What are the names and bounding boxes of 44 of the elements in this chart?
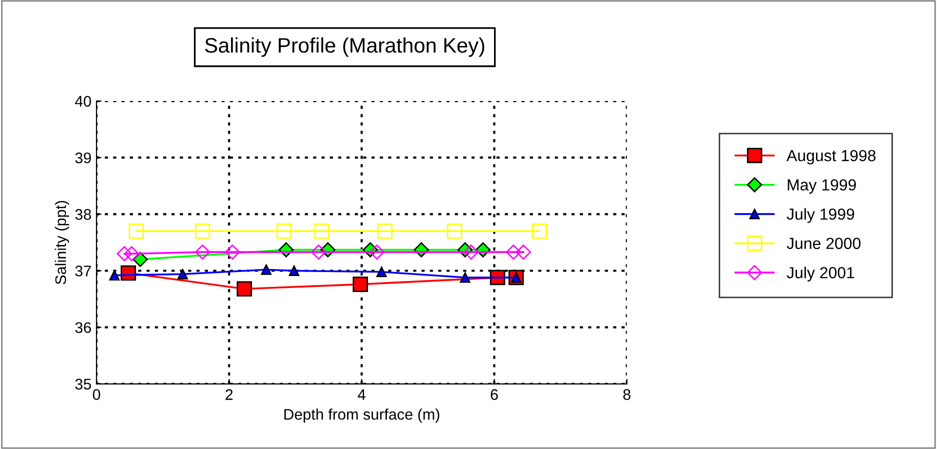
point — [109, 270, 120, 280]
point — [377, 224, 393, 239]
point — [132, 252, 148, 267]
point — [236, 281, 252, 296]
legend-label: July 1999 — [786, 208, 854, 223]
x-axis-title: Depth from surface (m) — [284, 408, 440, 423]
point — [376, 266, 387, 278]
point — [311, 244, 326, 260]
point — [276, 224, 292, 239]
point — [261, 264, 272, 275]
y-tick-label: 40 — [75, 96, 92, 107]
point — [532, 224, 547, 239]
x-tick-label: 4 — [358, 389, 366, 400]
y-axis-title: Salinity (ppt) — [54, 200, 70, 284]
point — [124, 246, 140, 262]
point — [116, 246, 132, 262]
legend-label: June 2000 — [786, 238, 861, 250]
legend-label: August 1998 — [786, 150, 876, 164]
legend-label: May 1999 — [788, 179, 856, 194]
point — [195, 244, 210, 260]
y-tick-label: 38 — [75, 209, 91, 220]
point — [516, 244, 532, 260]
point — [128, 224, 144, 239]
chart-title: Salinity Profile (Marathon Key) — [205, 37, 484, 57]
point — [177, 268, 188, 280]
legend-label: July 2001 — [786, 266, 854, 282]
point — [506, 244, 522, 260]
y-tick-label: 37 — [75, 266, 91, 276]
x-tick-label: 2 — [226, 389, 233, 400]
y-tick-label: 35 — [75, 378, 92, 390]
point — [224, 244, 240, 260]
point — [352, 276, 368, 292]
point — [463, 244, 479, 260]
point — [446, 224, 462, 239]
point — [288, 266, 300, 276]
y-tick-label: 39 — [75, 152, 91, 164]
point — [460, 272, 470, 283]
point — [369, 244, 384, 260]
x-tick-label: 6 — [490, 389, 498, 400]
x-tick-label: 0 — [92, 389, 100, 400]
y-tick-label: 36 — [75, 322, 91, 334]
point — [194, 224, 210, 239]
point — [314, 224, 330, 239]
x-tick-label: 8 — [623, 389, 630, 400]
